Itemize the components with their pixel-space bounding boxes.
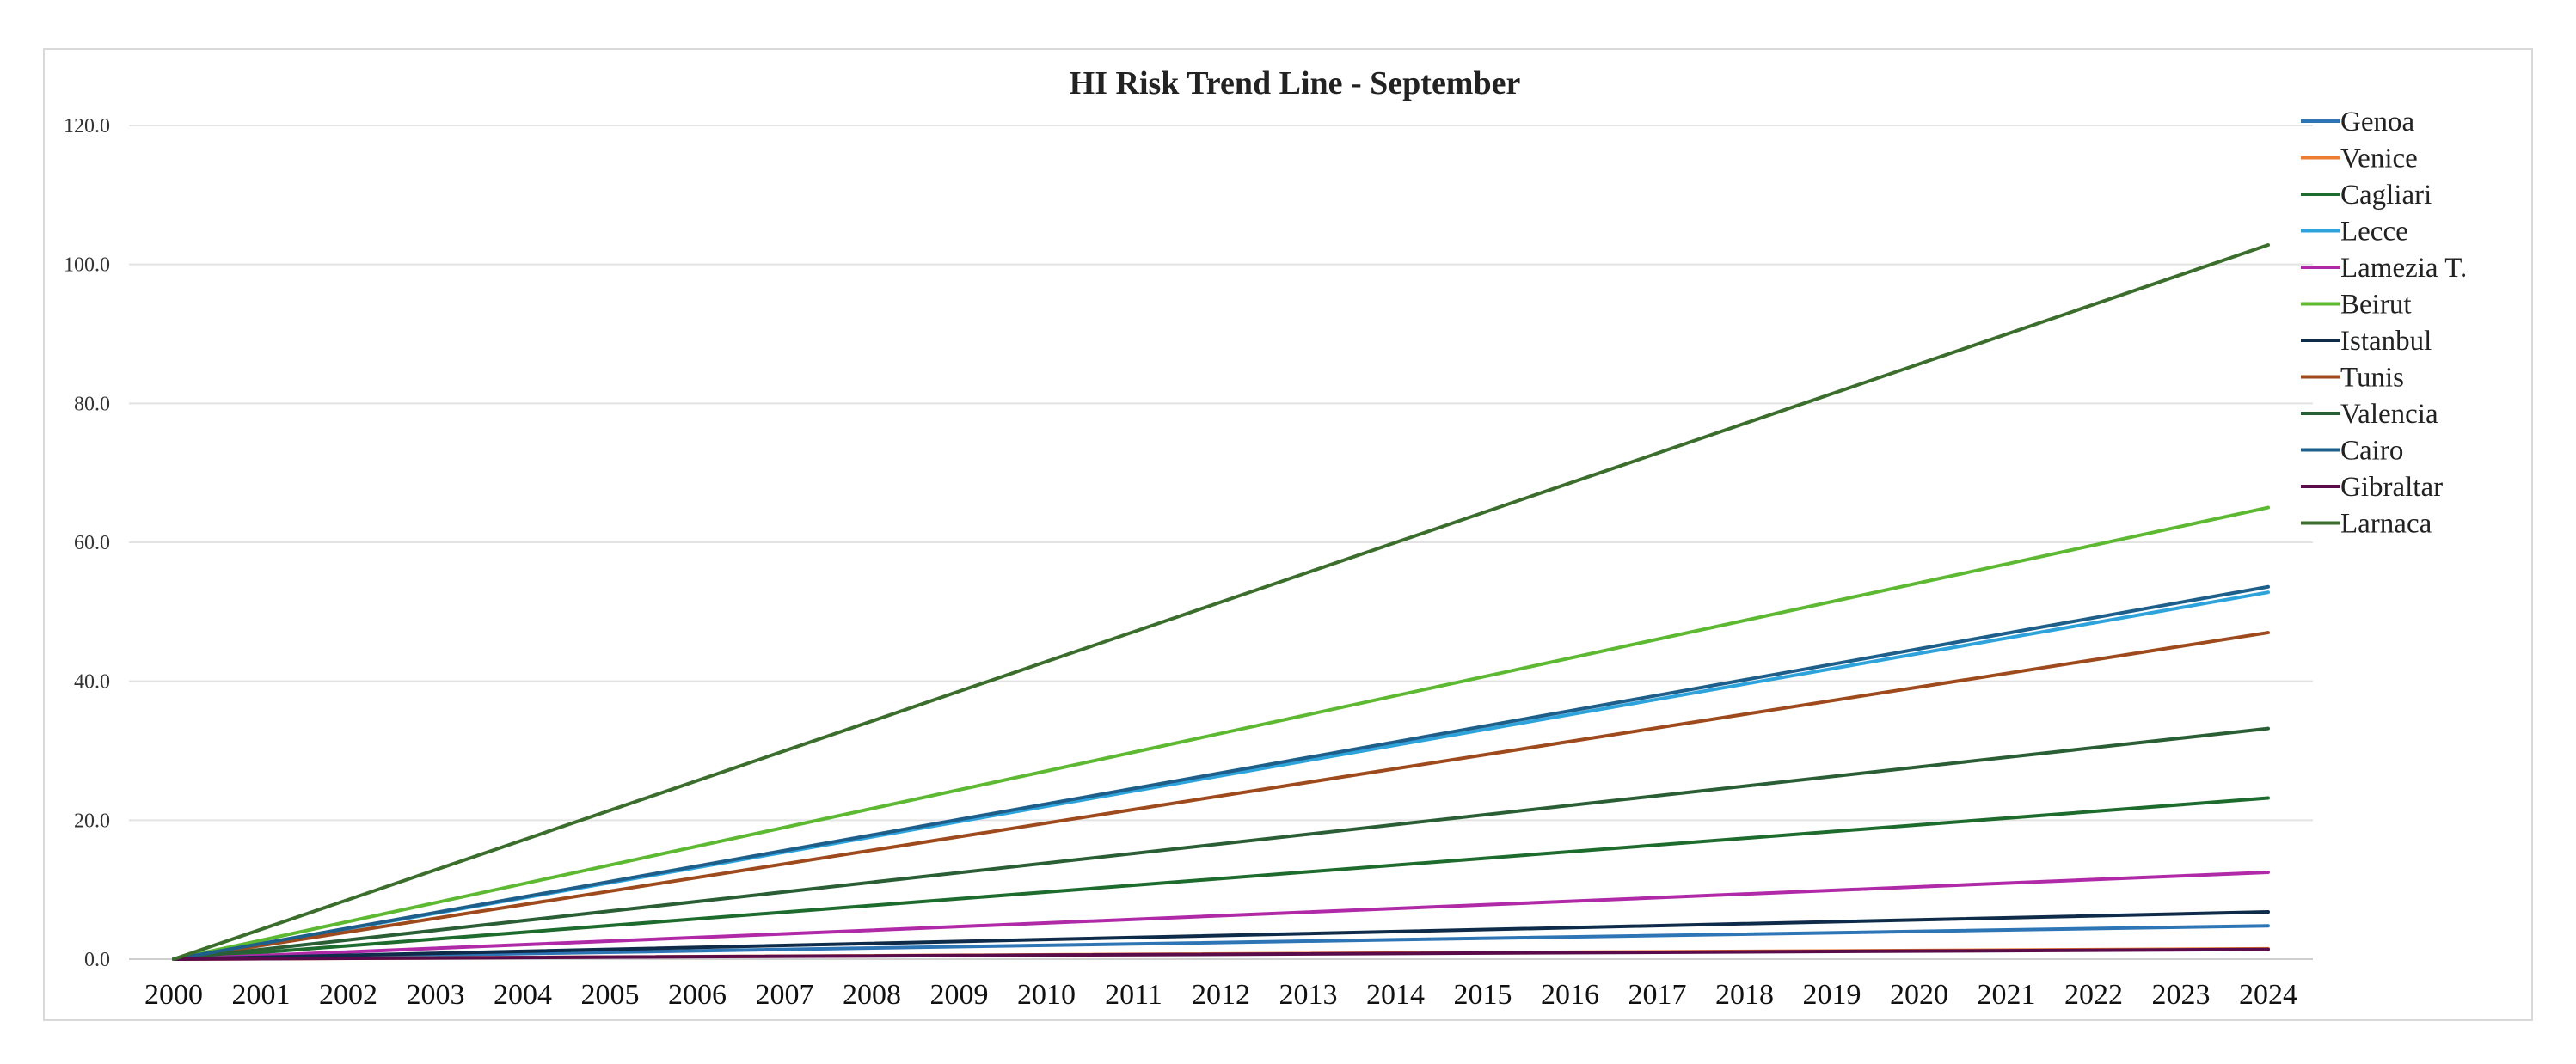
legend-label-lamezia-t: Lamezia T. — [2340, 253, 2467, 284]
y-tick-label-3: 60.0 — [74, 532, 110, 554]
x-tick-label-2012: 2012 — [1192, 979, 1250, 1011]
x-tick-label-2014: 2014 — [1366, 979, 1425, 1011]
legend-label-gibraltar: Gibraltar — [2340, 472, 2443, 503]
x-tick-label-2015: 2015 — [1454, 979, 1512, 1011]
y-tick-label-1: 20.0 — [74, 810, 110, 832]
legend-label-istanbul: Istanbul — [2340, 326, 2432, 357]
x-axis-ticks: 2000 2001 2002 2003 2004 2005 2006 2007 2008 2009… — [144, 979, 2297, 1011]
x-tick-label-2000: 2000 — [144, 979, 203, 1011]
series-line-valencia — [172, 726, 2270, 961]
y-tick-label-6: 120.0 — [64, 115, 110, 138]
series-line-cairo — [172, 584, 2270, 961]
legend-label-lecce: Lecce — [2340, 217, 2408, 248]
legend-label-venice: Venice — [2340, 144, 2418, 174]
x-tick-label-2004: 2004 — [494, 979, 552, 1011]
legend-label-valencia: Valencia — [2340, 399, 2438, 430]
x-tick-label-2013: 2013 — [1279, 979, 1338, 1011]
y-axis-ticks: 0.0 20.0 40.0 60.0 80.0 100.0 120.0 — [64, 115, 110, 971]
x-tick-label-2010: 2010 — [1017, 979, 1076, 1011]
series-line-lamezia-t — [172, 870, 2270, 961]
legend-label-tunis: Tunis — [2340, 363, 2404, 394]
x-tick-label-2003: 2003 — [407, 979, 465, 1011]
x-tick-label-2011: 2011 — [1105, 979, 1162, 1011]
x-tick-label-2002: 2002 — [319, 979, 377, 1011]
x-tick-label-2023: 2023 — [2152, 979, 2211, 1011]
grid-lines — [129, 125, 2313, 822]
series-line-istanbul — [172, 910, 2270, 961]
x-tick-label-2016: 2016 — [1541, 979, 1599, 1011]
x-tick-label-2024: 2024 — [2239, 979, 2297, 1011]
x-tick-label-2005: 2005 — [581, 979, 640, 1011]
x-tick-label-2017: 2017 — [1628, 979, 1687, 1011]
legend-label-cagliari: Cagliari — [2340, 180, 2432, 211]
y-tick-label-4: 80.0 — [74, 393, 110, 415]
x-tick-label-2021: 2021 — [1978, 979, 2036, 1011]
x-tick-label-2022: 2022 — [2064, 979, 2123, 1011]
chart-title: HI Risk Trend Line - September — [1070, 65, 1521, 101]
legend-label-cairo: Cairo — [2340, 436, 2403, 467]
series-line-genoa — [172, 924, 2270, 961]
x-tick-label-2007: 2007 — [756, 979, 814, 1011]
y-tick-label-2: 40.0 — [74, 671, 110, 694]
x-tick-label-2001: 2001 — [232, 979, 291, 1011]
legend: Genoa Venice Cagliari Lecce Lamezia T. Beirut… — [2301, 107, 2467, 540]
x-tick-label-2009: 2009 — [930, 979, 989, 1011]
legend-label-genoa: Genoa — [2340, 107, 2414, 138]
series-line-larnaca — [172, 243, 2270, 961]
x-tick-label-2008: 2008 — [843, 979, 901, 1011]
y-tick-label-5: 100.0 — [64, 254, 110, 277]
series-line-gibraltar — [172, 947, 2270, 961]
x-tick-label-2020: 2020 — [1890, 979, 1948, 1011]
chart-frame — [43, 48, 2533, 1021]
series-line-cagliari — [172, 796, 2270, 961]
legend-label-beirut: Beirut — [2340, 290, 2411, 321]
series-line-tunis — [172, 631, 2270, 961]
series-lines — [172, 243, 2270, 961]
x-tick-label-2018: 2018 — [1715, 979, 1774, 1011]
x-tick-label-2019: 2019 — [1803, 979, 1861, 1011]
y-tick-label-0: 0.0 — [84, 949, 110, 971]
series-line-beirut — [172, 505, 2270, 961]
x-tick-label-2006: 2006 — [668, 979, 727, 1011]
legend-label-larnaca: Larnaca — [2340, 509, 2432, 540]
